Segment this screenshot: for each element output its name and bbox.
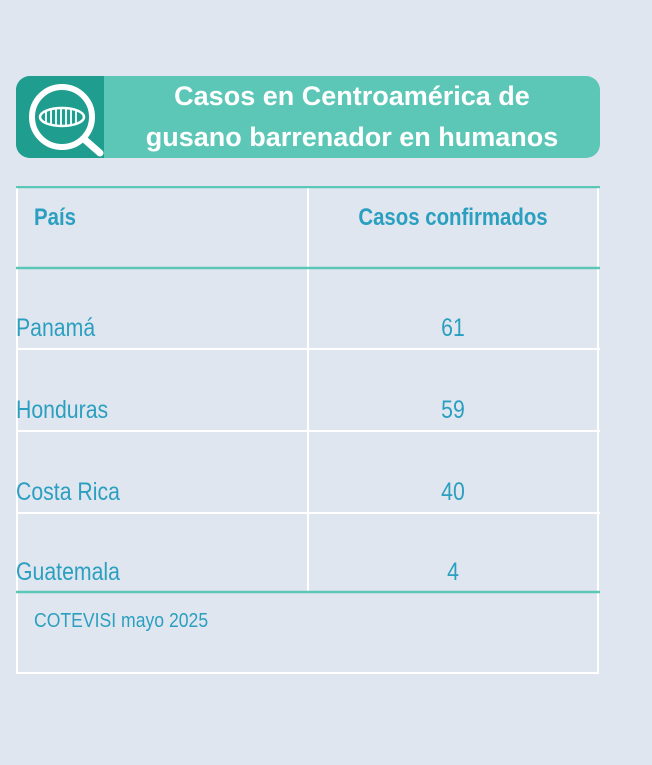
title-line-2: gusano barrenador en humanos [145,122,559,152]
header-country: País [34,204,76,231]
table-grid [16,186,600,674]
source-note: COTEVISI mayo 2025 [34,610,209,632]
magnifier-worm-icon [29,84,104,157]
row-country-panama: Panamá [16,314,96,342]
row-country-costa-rica: Costa Rica [16,478,120,506]
title-line-1: Casos en Centroamérica de [174,81,530,111]
row-cases-honduras: 59 [441,396,465,424]
row-cases-guatemala: 4 [447,558,459,586]
logo [16,76,104,158]
title-banner [16,76,600,158]
cases-table: País Casos confirmados Panamá 61 Hondura… [16,186,600,674]
page-title: Casos en Centroamérica de gusano barrena… [110,76,594,158]
row-country-honduras: Honduras [16,396,109,424]
row-country-guatemala: Guatemala [16,558,120,586]
header-cases: Casos confirmados [358,204,548,231]
row-cases-costa-rica: 40 [441,478,465,506]
row-cases-panama: 61 [441,314,465,342]
